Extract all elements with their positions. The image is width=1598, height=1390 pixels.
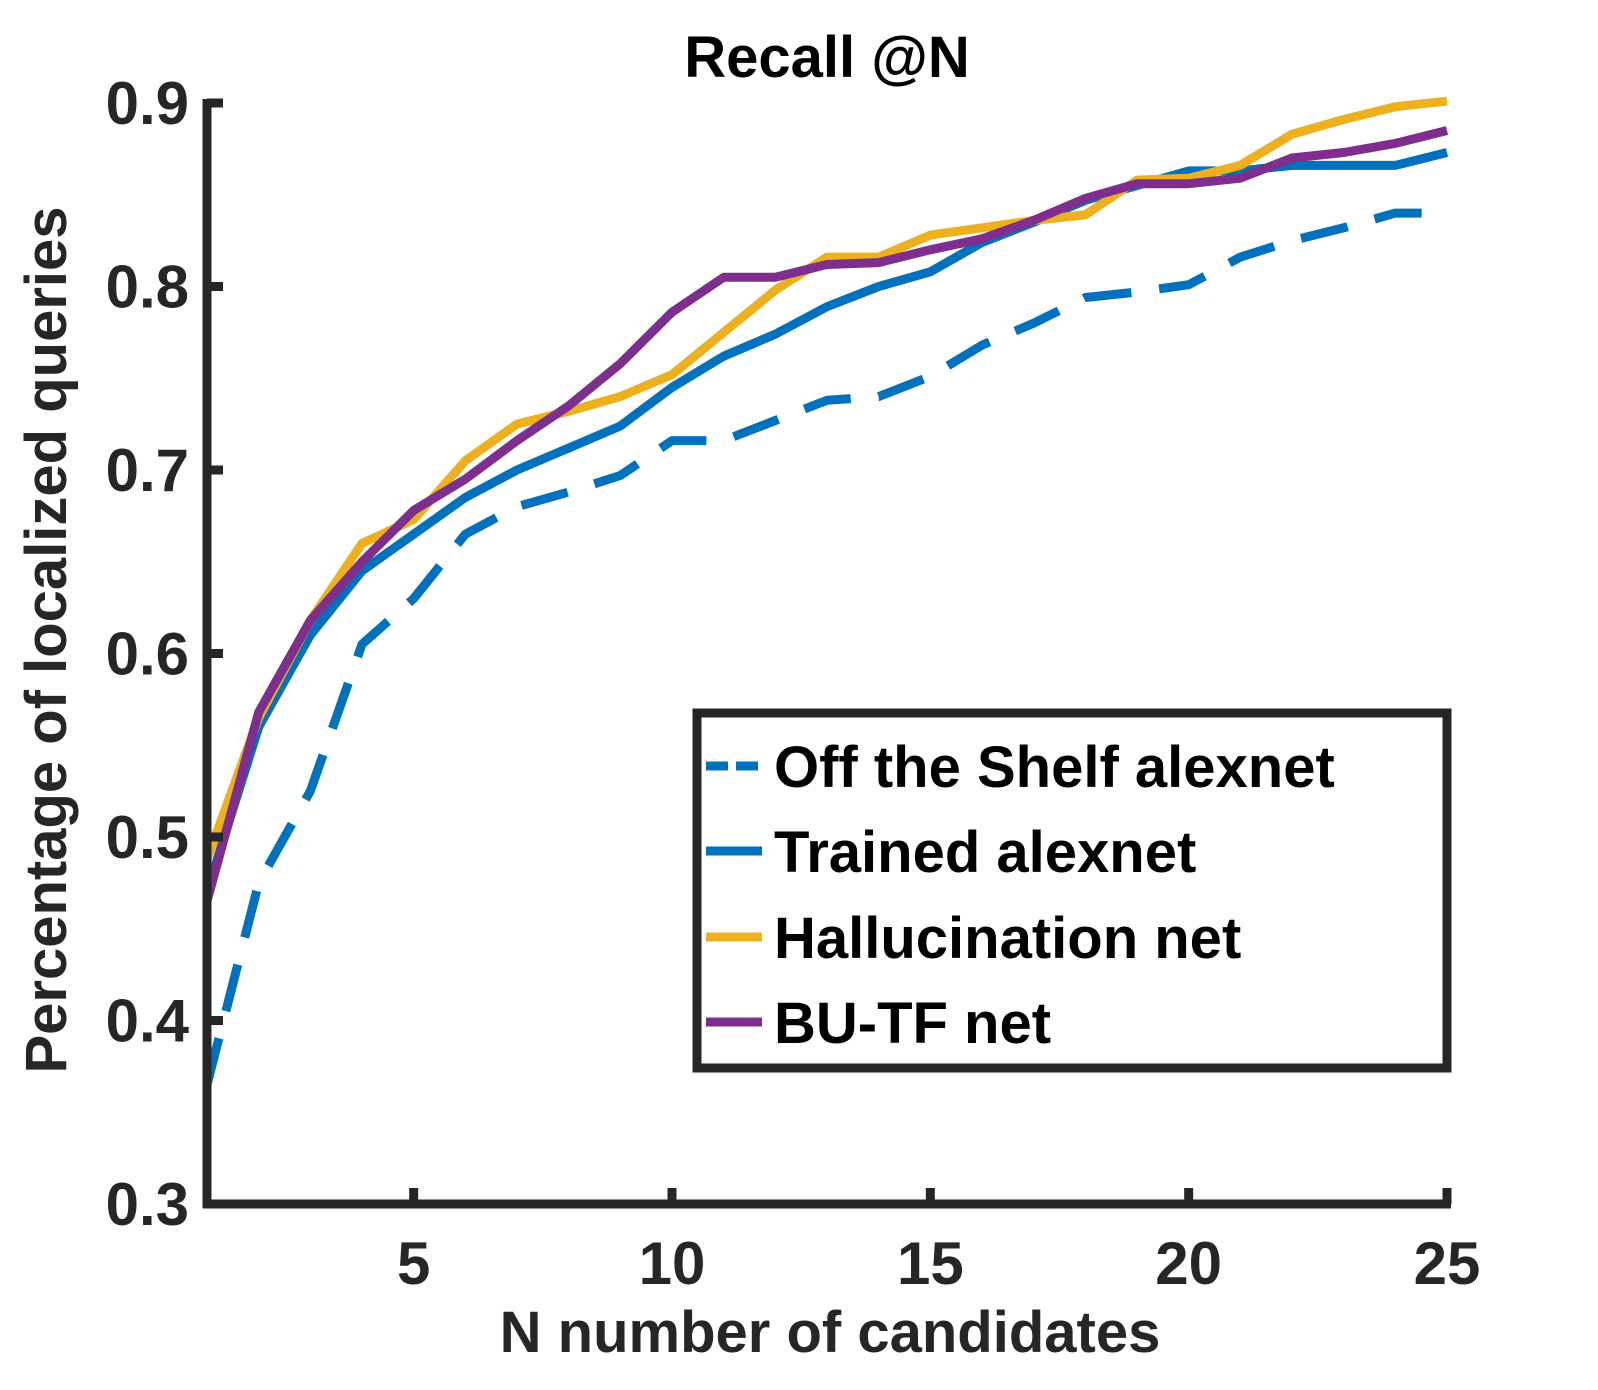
y-tick-label: 0.5	[106, 804, 189, 871]
legend-label-1: Off the Shelf alexnet	[774, 735, 1335, 800]
series-line-3	[202, 96, 1448, 861]
legend-label-4: BU-TF net	[774, 991, 1051, 1056]
plot-area: 0.3 0.4 0.5 0.6 0.7 0.8 0.9 5 10 15 20 25	[106, 70, 1481, 1297]
series-line-4	[202, 126, 1449, 903]
legend-box	[692, 708, 1452, 1073]
tick-layer: 0.3 0.4 0.5 0.6 0.7 0.8 0.9 5 10 15 20 25	[106, 70, 1481, 1297]
series-layer	[202, 96, 1449, 1086]
series-line-2	[202, 148, 1449, 894]
x-tick-label: 15	[897, 1230, 964, 1297]
y-tick-label: 0.6	[106, 621, 189, 688]
x-axis-label: N number of candidates	[500, 1300, 1161, 1365]
x-tick-label: 20	[1155, 1230, 1222, 1297]
x-tick-label: 25	[1414, 1230, 1481, 1297]
y-tick-label: 0.7	[106, 437, 189, 504]
series-line-1	[202, 208, 1447, 1086]
legend-label-3: Hallucination net	[774, 906, 1241, 971]
legend-label-2: Trained alexnet	[774, 820, 1196, 885]
x-tick-label: 5	[397, 1230, 430, 1297]
y-tick-label: 0.3	[106, 1171, 189, 1238]
y-tick-label: 0.9	[106, 70, 189, 137]
legend: Off the Shelf alexnet Trained alexnet Hall…	[692, 708, 1452, 1073]
y-axis-label: Percentage of localized queries	[14, 206, 79, 1073]
chart-title: Recall @N	[684, 25, 969, 90]
y-tick-label: 0.4	[106, 988, 190, 1055]
y-tick-label: 0.8	[106, 254, 189, 321]
legend-entries: Off the Shelf alexnet Trained alexnet Hall…	[706, 735, 1335, 1056]
x-tick-label: 10	[639, 1230, 706, 1297]
